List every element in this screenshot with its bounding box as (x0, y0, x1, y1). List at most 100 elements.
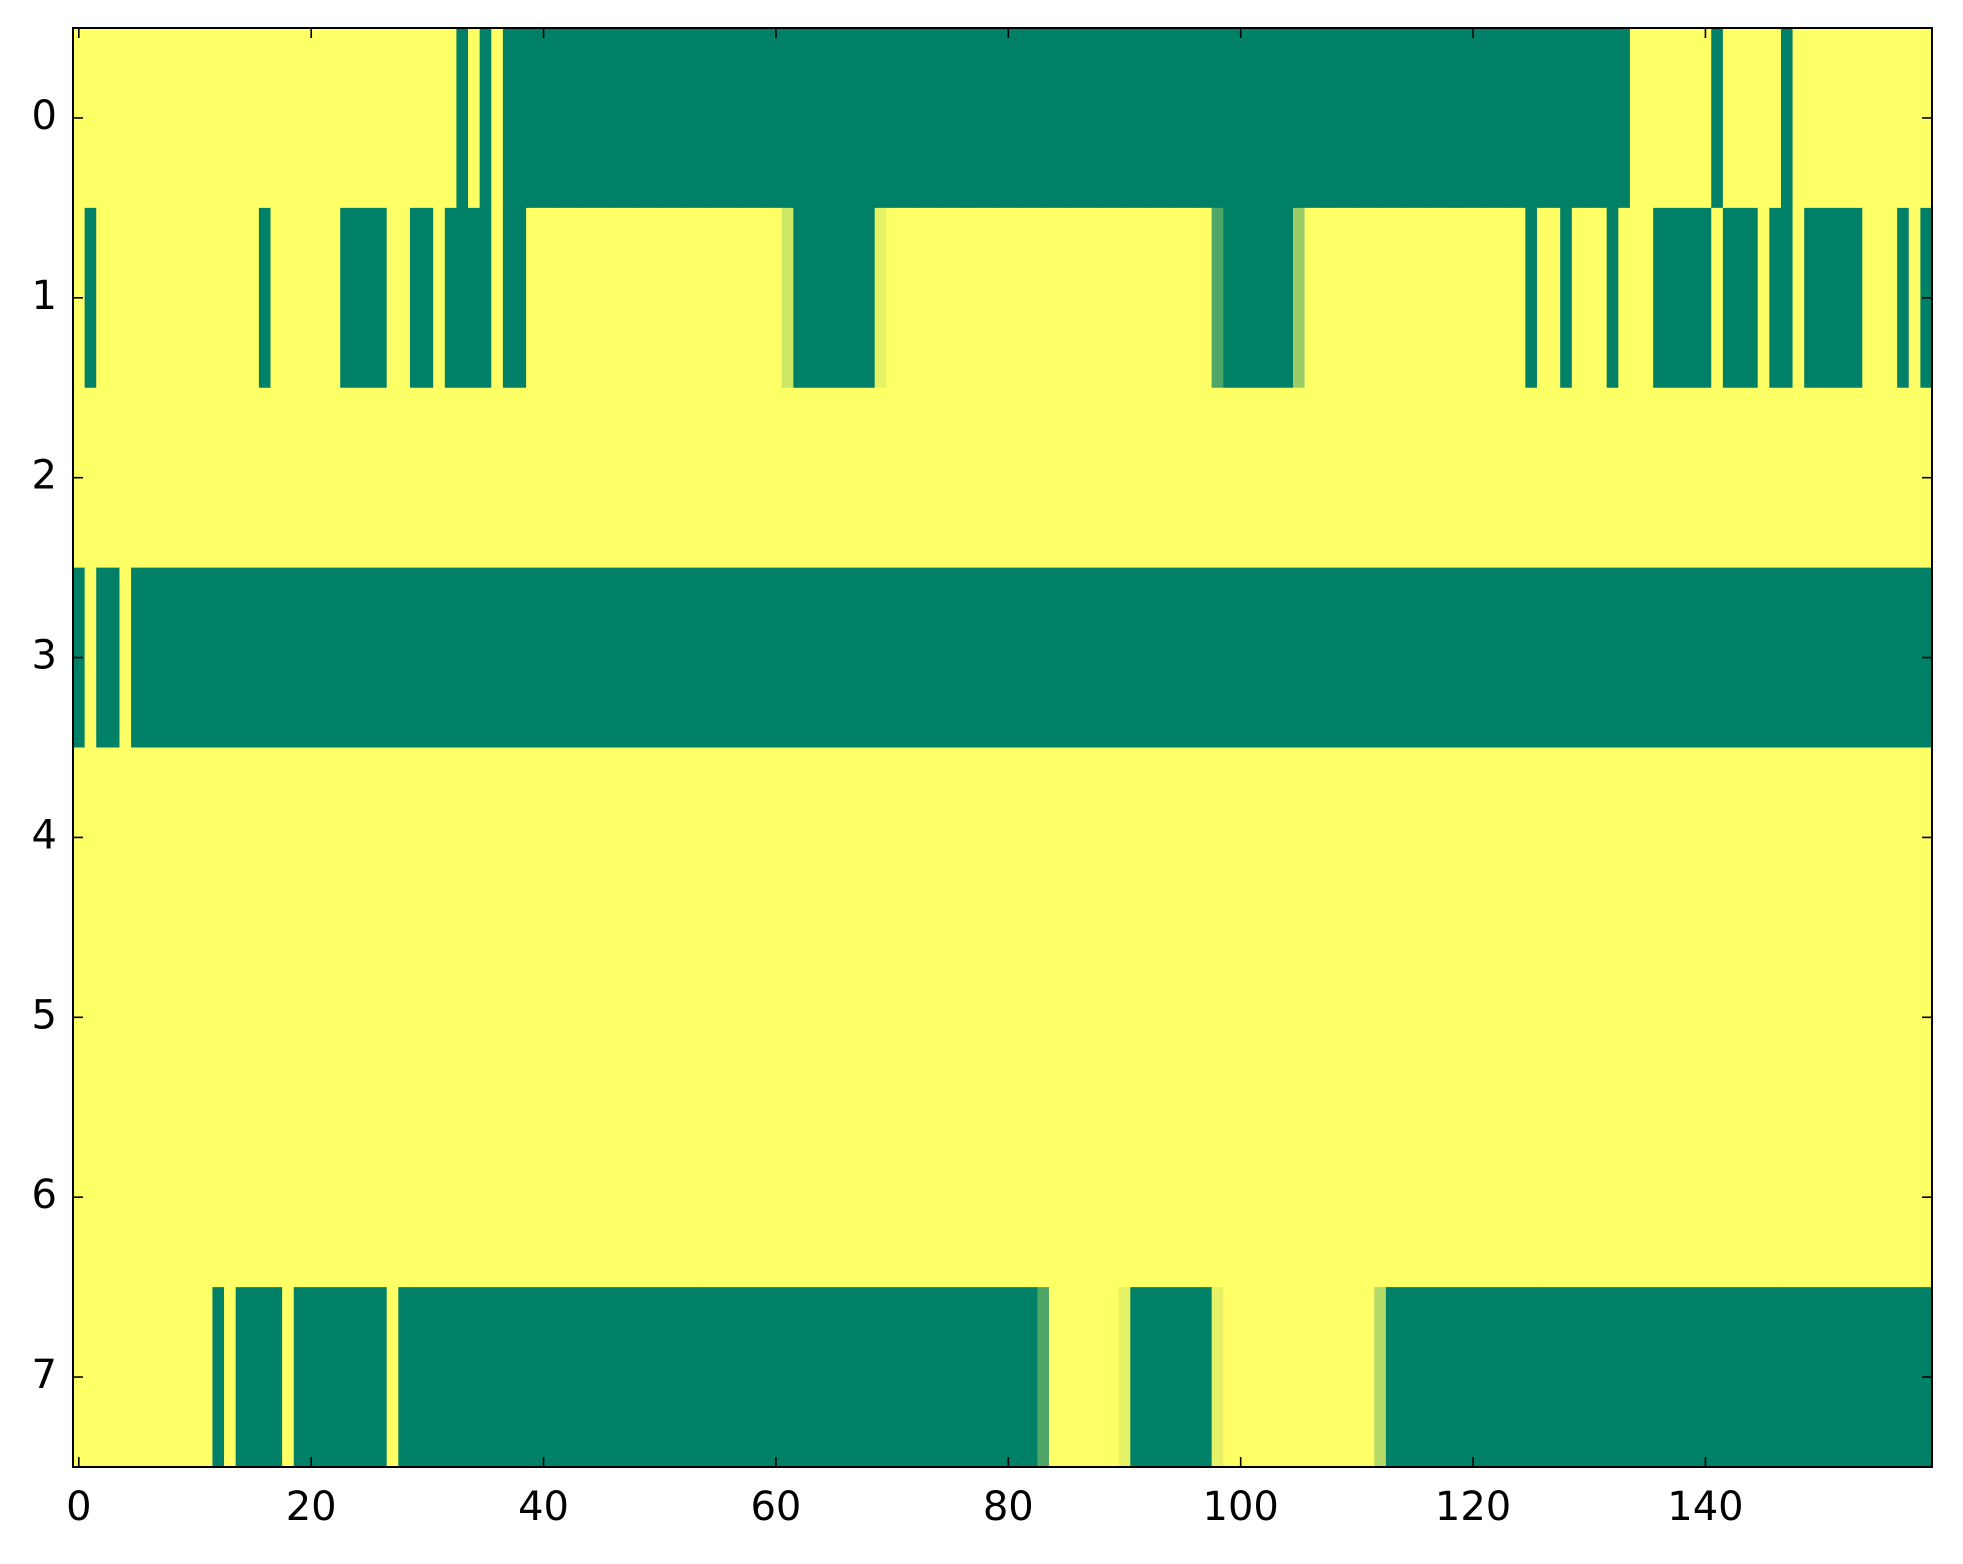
heatmap-cell (1444, 927, 1457, 1108)
heatmap-cell (1048, 207, 1062, 389)
heatmap-cell (351, 747, 365, 928)
heatmap-cell (340, 387, 353, 569)
heatmap-cell (1862, 927, 1875, 1108)
heatmap-cell (1327, 1287, 1341, 1468)
heatmap-cell (421, 927, 434, 1108)
heatmap-cell (944, 1107, 957, 1288)
heatmap-cell (328, 747, 341, 928)
heatmap-cell (200, 1287, 214, 1468)
heatmap-cell (1827, 927, 1840, 1108)
heatmap-cell (1595, 207, 1608, 389)
heatmap-cell (839, 1107, 853, 1288)
heatmap-cell (1072, 567, 1085, 749)
y-tick-label: 4 (32, 812, 57, 858)
heatmap-cell (1048, 1107, 1062, 1288)
heatmap-cell (793, 747, 806, 928)
heatmap-cell (607, 927, 620, 1108)
heatmap-cell (433, 567, 446, 749)
heatmap-cell (270, 927, 283, 1108)
heatmap-cell (1478, 927, 1492, 1108)
heatmap-cell (1525, 28, 1538, 209)
heatmap-cell (1711, 1107, 1724, 1288)
heatmap-cell (479, 28, 492, 209)
heatmap-cell (1014, 567, 1027, 749)
heatmap-cell (270, 207, 283, 389)
heatmap-cell (1502, 387, 1515, 569)
heatmap-cell (1037, 1287, 1050, 1468)
heatmap-cell (247, 747, 260, 928)
heatmap-cell (1188, 28, 1201, 209)
heatmap-cell (1897, 567, 1910, 749)
heatmap-cell (1444, 1287, 1457, 1468)
heatmap-cell (990, 28, 1004, 209)
heatmap-cell (886, 207, 899, 389)
heatmap-cell (1641, 1107, 1654, 1288)
heatmap-cell (1769, 387, 1782, 569)
heatmap-cell (200, 28, 214, 209)
heatmap-cell (444, 747, 458, 928)
heatmap-cell (677, 387, 690, 569)
heatmap-cell (1385, 28, 1399, 209)
heatmap-cell (1513, 567, 1526, 749)
heatmap-cell (839, 567, 853, 749)
heatmap-cell (956, 1107, 969, 1288)
heatmap-cell (316, 567, 330, 749)
heatmap-cell (921, 387, 934, 569)
heatmap-cell (688, 1287, 702, 1468)
heatmap-cell (1595, 1287, 1608, 1468)
heatmap-cell (1374, 927, 1387, 1108)
heatmap-cell (1571, 747, 1585, 928)
heatmap-cell (1780, 927, 1794, 1108)
heatmap-cell (1804, 1287, 1817, 1468)
heatmap-cell (1792, 387, 1805, 569)
heatmap-cell (351, 1287, 365, 1468)
heatmap-cell (549, 747, 562, 928)
heatmap-cell (1525, 1287, 1538, 1468)
heatmap-cell (839, 927, 853, 1108)
heatmap-cell (886, 1287, 899, 1468)
heatmap-cell (1153, 1287, 1166, 1468)
heatmap-cell (351, 207, 365, 389)
heatmap-cell (142, 207, 155, 389)
heatmap-cell (1107, 747, 1120, 928)
heatmap-cell (1165, 387, 1178, 569)
heatmap-cell (804, 567, 818, 749)
heatmap-cell (804, 927, 818, 1108)
heatmap-cell (572, 1287, 585, 1468)
heatmap-cell (572, 28, 585, 209)
heatmap-cell (165, 387, 179, 569)
heatmap-cell (932, 1287, 946, 1468)
heatmap-cell (177, 747, 190, 928)
heatmap-cell (712, 1287, 725, 1468)
heatmap-cell (932, 567, 946, 749)
heatmap-cell (1699, 387, 1712, 569)
heatmap-cell (1606, 747, 1619, 928)
heatmap-cell (409, 747, 423, 928)
heatmap-cell (1223, 387, 1236, 569)
heatmap-cell (502, 567, 516, 749)
heatmap-cell (909, 1287, 922, 1468)
heatmap-cell (1885, 1287, 1898, 1468)
heatmap-cell (1757, 927, 1770, 1108)
heatmap-cell (1734, 1287, 1747, 1468)
heatmap-cell (921, 927, 934, 1108)
heatmap-cell (1223, 1107, 1236, 1288)
heatmap-cell (1885, 1107, 1898, 1288)
heatmap-cell (258, 387, 272, 569)
heatmap-cell (1804, 747, 1817, 928)
heatmap-cell (1653, 567, 1666, 749)
heatmap-cell (1211, 1287, 1224, 1468)
heatmap-cell (1641, 28, 1654, 209)
heatmap-cell (1664, 747, 1677, 928)
heatmap-cell (386, 747, 399, 928)
heatmap-cell (165, 567, 179, 749)
heatmap-cell (770, 927, 783, 1108)
heatmap-cell (793, 1107, 806, 1288)
heatmap-cell (1478, 387, 1492, 569)
heatmap-cell (189, 207, 202, 389)
heatmap-cell (793, 28, 806, 209)
heatmap-cell (863, 28, 876, 209)
heatmap-cell (189, 28, 202, 209)
heatmap-cell (828, 28, 841, 209)
heatmap-cell (1211, 387, 1224, 569)
